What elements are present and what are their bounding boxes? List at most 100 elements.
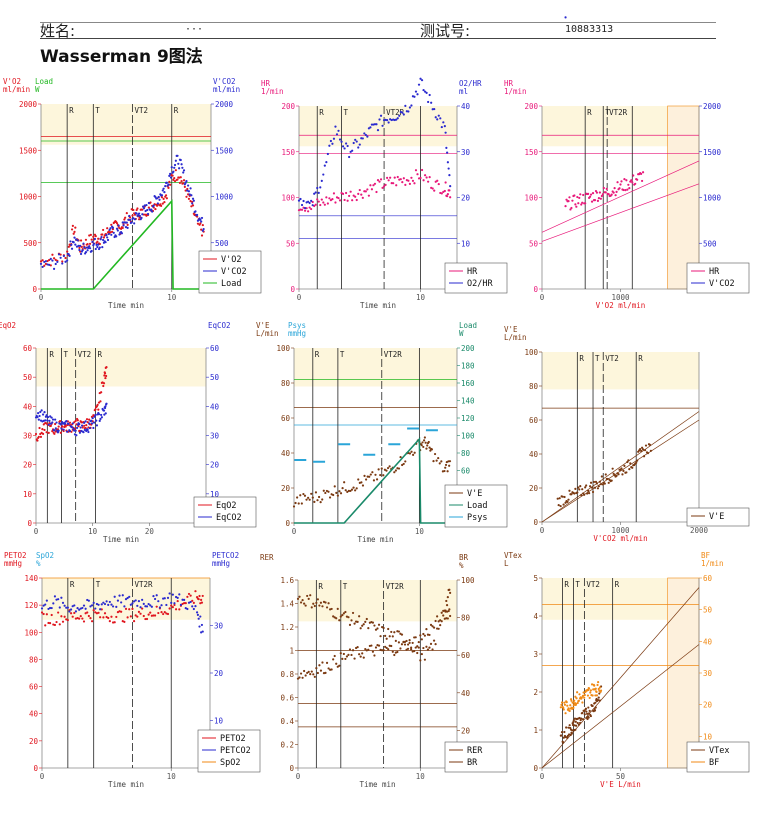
data-point — [302, 199, 305, 203]
data-point — [144, 209, 147, 213]
data-point — [590, 683, 594, 686]
y-tick-label: 80 — [529, 382, 539, 391]
data-point — [422, 646, 425, 650]
data-point — [150, 605, 153, 608]
data-point — [581, 694, 585, 697]
data-point — [160, 204, 163, 207]
data-point — [307, 496, 310, 499]
test-number-value: 10883313 — [565, 24, 614, 35]
data-point — [88, 245, 91, 248]
data-point — [626, 188, 629, 191]
data-point — [367, 627, 370, 630]
data-point — [90, 620, 94, 623]
data-point — [446, 470, 449, 473]
data-point — [563, 730, 566, 734]
data-point — [402, 640, 405, 643]
data-point — [99, 417, 102, 421]
data-point — [594, 694, 597, 697]
data-point — [360, 193, 363, 196]
legend-label: O2/HR — [467, 279, 493, 289]
data-point — [98, 246, 101, 249]
data-point — [448, 588, 451, 591]
legend-label: Load — [467, 501, 487, 511]
data-point — [621, 473, 624, 476]
data-point — [79, 250, 82, 253]
y2-tick-label: 180 — [461, 362, 475, 371]
data-point — [390, 630, 393, 634]
data-point — [123, 605, 126, 608]
y2-axis-unit: mmHg — [212, 559, 230, 568]
legend-box — [686, 262, 750, 294]
data-point — [46, 419, 49, 422]
data-point — [116, 229, 119, 232]
data-point — [316, 198, 319, 201]
data-point — [75, 426, 79, 430]
data-point — [335, 133, 339, 136]
data-point — [84, 238, 88, 241]
data-point — [297, 502, 300, 505]
data-point — [166, 596, 170, 599]
data-point — [37, 412, 40, 415]
data-point — [104, 405, 107, 408]
data-point — [198, 625, 201, 628]
data-point — [392, 182, 395, 185]
data-point — [201, 223, 204, 227]
y-tick-label: 100 — [281, 194, 295, 203]
data-point — [48, 263, 51, 266]
data-point — [431, 625, 434, 628]
legend-label: SpO2 — [220, 758, 240, 768]
data-point — [380, 467, 383, 470]
y-tick-label: 20 — [529, 484, 539, 493]
data-point — [180, 179, 183, 183]
data-point — [394, 469, 397, 472]
data-point — [126, 223, 129, 226]
y2-tick-label: 30 — [210, 432, 220, 441]
data-point — [352, 141, 355, 145]
data-point — [339, 615, 342, 618]
data-point — [46, 415, 50, 419]
data-point — [314, 191, 317, 194]
data-point — [54, 262, 57, 266]
data-point — [66, 250, 69, 253]
y2-axis-label: Load — [459, 321, 477, 330]
data-point — [67, 422, 70, 425]
data-point — [146, 208, 149, 212]
data-point — [326, 152, 329, 156]
data-point — [622, 188, 625, 192]
data-point — [103, 602, 107, 606]
y-axis-unit: L — [504, 559, 509, 568]
y-tick-label: 40 — [529, 450, 539, 459]
data-point — [200, 598, 203, 601]
data-point — [325, 661, 329, 664]
y2-axis-unit: 1/min — [701, 559, 724, 568]
data-point — [122, 224, 125, 227]
data-point — [562, 706, 565, 709]
data-point — [410, 648, 413, 651]
data-point — [178, 593, 181, 596]
data-point — [106, 236, 109, 239]
data-point — [322, 173, 325, 176]
data-point — [140, 216, 143, 220]
y-tick-label: 2000 — [19, 100, 38, 109]
threshold-label: R — [638, 354, 643, 363]
data-point — [611, 467, 614, 470]
data-point — [589, 691, 592, 694]
data-point — [404, 183, 407, 186]
data-point — [100, 235, 103, 239]
data-point — [427, 440, 430, 444]
data-point — [432, 639, 436, 642]
data-point — [580, 696, 583, 699]
data-point — [132, 600, 136, 603]
data-point — [299, 672, 303, 675]
data-point — [431, 648, 434, 651]
data-point — [126, 226, 129, 229]
data-point — [588, 195, 592, 198]
data-point — [579, 193, 582, 196]
threshold-label: T — [64, 350, 69, 359]
data-point — [356, 646, 359, 649]
y-tick-label: 0.2 — [280, 741, 294, 750]
data-point — [434, 619, 437, 623]
data-point — [443, 189, 446, 193]
data-point — [351, 149, 354, 152]
data-point — [116, 599, 120, 602]
